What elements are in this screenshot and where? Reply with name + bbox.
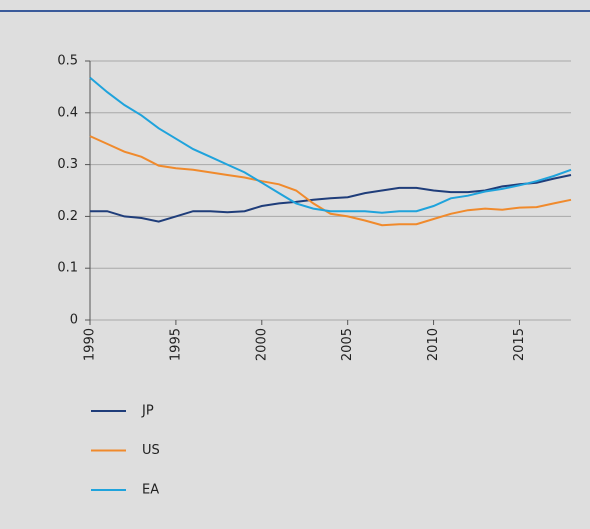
series-line [89, 76, 572, 214]
y-tick-label: 0.3 [57, 157, 78, 172]
x-tick-label: 2005 [340, 328, 355, 361]
y-tick-label: 0.1 [57, 261, 78, 276]
y-tick-label: 0.2 [57, 209, 78, 224]
legend-label: US [142, 443, 160, 458]
legend-label: JP [141, 404, 154, 419]
x-tick-label: 1995 [168, 328, 183, 361]
x-tick-label: 2000 [254, 328, 269, 361]
legend-label: EA [142, 483, 159, 498]
y-tick-label: 0 [70, 313, 78, 328]
series-line [89, 135, 572, 227]
x-tick-label: 2010 [426, 328, 441, 361]
y-tick-label: 0.4 [57, 105, 78, 120]
series-line [90, 174, 572, 223]
y-tick-label: 0.5 [57, 54, 78, 69]
x-tick-label: 2015 [512, 328, 527, 361]
x-tick-label: 1990 [83, 328, 98, 361]
